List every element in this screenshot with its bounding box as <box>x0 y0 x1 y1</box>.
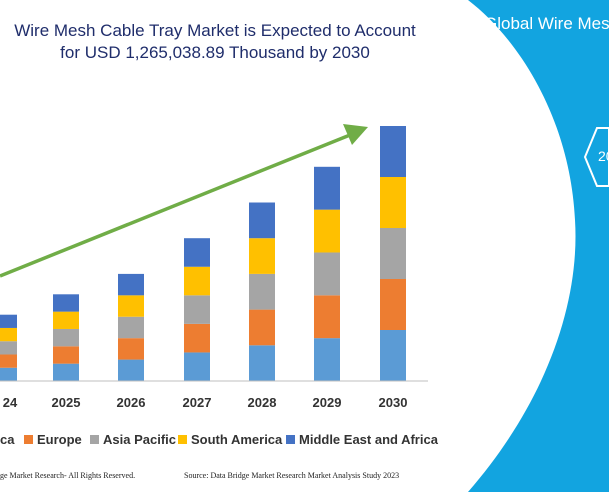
legend-item: ca <box>0 432 14 447</box>
bar-segment-24-1 <box>0 354 17 368</box>
panel-badge-text: 20 <box>598 148 609 164</box>
legend-swatch <box>90 435 99 444</box>
x-tick-label: 24 <box>2 395 18 410</box>
x-tick-label: 2028 <box>247 395 277 410</box>
bar-segment-2027-2 <box>184 295 210 324</box>
bar-segment-2026-1 <box>118 338 144 360</box>
bar-segment-2026-2 <box>118 316 144 339</box>
legend-item: Europe <box>24 432 82 447</box>
footer-source: Source: Data Bridge Market Research Mark… <box>184 471 400 480</box>
bar-segment-2028-4 <box>249 202 275 239</box>
bar-segment-2029-0 <box>314 338 340 381</box>
bar-segment-2027-4 <box>184 238 210 267</box>
bar-segment-2030-0 <box>380 330 406 381</box>
bar-segment-2029-1 <box>314 295 340 339</box>
bar-segment-2027-0 <box>184 352 210 381</box>
legend-item: Middle East and Africa <box>286 432 438 447</box>
chart-title-line-1: Wire Mesh Cable Tray Market is Expected … <box>14 21 416 40</box>
bar-segment-2028-1 <box>249 309 275 346</box>
footer-copyright: ge Market Research- All Rights Reserved. <box>0 471 136 480</box>
bar-segment-24-4 <box>0 314 17 328</box>
x-tick-label: 2029 <box>312 395 342 410</box>
bar-segment-2028-3 <box>249 238 275 274</box>
x-tick-label: 2025 <box>51 395 81 410</box>
trend-arrow-line <box>0 133 351 278</box>
bar-segment-2029-4 <box>314 166 340 210</box>
legend-swatch <box>178 435 187 444</box>
trend-arrow-head <box>343 124 368 145</box>
bar-segment-2029-3 <box>314 209 340 253</box>
x-tick-label: 2026 <box>116 395 146 410</box>
bar-segment-2028-0 <box>249 345 275 381</box>
bars-layer <box>0 126 406 381</box>
bar-segment-24-0 <box>0 367 17 381</box>
bar-segment-24-2 <box>0 341 17 355</box>
bar-segment-2026-0 <box>118 359 144 381</box>
bar-segment-2028-2 <box>249 273 275 310</box>
bar-segment-24-3 <box>0 327 17 342</box>
bar-segment-2030-3 <box>380 177 406 228</box>
bar-segment-2025-3 <box>53 311 79 329</box>
bar-segment-2030-1 <box>380 279 406 330</box>
legend-label: Asia Pacific <box>103 432 176 447</box>
bar-segment-2026-4 <box>118 273 144 296</box>
legend-label: ca <box>0 432 15 447</box>
bar-segment-2025-0 <box>53 363 79 381</box>
chart-title: Wire Mesh Cable Tray Market is Expected … <box>0 20 430 64</box>
x-tick-label: 2027 <box>182 395 212 410</box>
bar-segment-2027-1 <box>184 323 210 353</box>
chart-title-line-2: for USD 1,265,038.89 Thousand by 2030 <box>60 43 370 62</box>
bar-segment-2027-3 <box>184 266 210 296</box>
legend-item: South America <box>178 432 282 447</box>
bar-segment-2029-2 <box>314 252 340 296</box>
legend-swatch <box>286 435 295 444</box>
legend-item: Asia Pacific <box>90 432 176 447</box>
bar-segment-2025-4 <box>53 294 79 312</box>
legend-label: South America <box>191 432 283 447</box>
x-tick-label: 2030 <box>378 395 408 410</box>
hexagon-badge <box>583 127 609 187</box>
legend-swatch <box>24 435 33 444</box>
bar-segment-2025-1 <box>53 346 79 364</box>
panel-background <box>468 0 609 492</box>
legend-label: Middle East and Africa <box>299 432 438 447</box>
panel-title: Global Wire Mesh <box>484 14 609 33</box>
legend-label: Europe <box>37 432 82 447</box>
bar-segment-2030-2 <box>380 228 406 279</box>
bar-segment-2025-2 <box>53 328 79 347</box>
bar-segment-2026-3 <box>118 295 144 317</box>
trend-arrow <box>0 124 368 278</box>
bar-segment-2030-4 <box>380 126 406 177</box>
